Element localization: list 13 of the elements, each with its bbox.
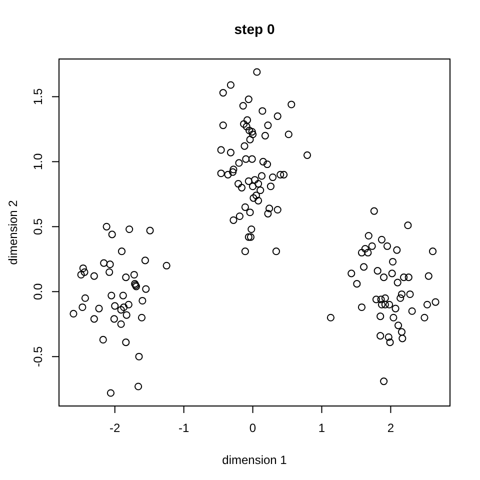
y-tick-label: -0.5 <box>31 346 45 367</box>
y-tick-label: 0.0 <box>31 282 45 300</box>
x-tick-label: -1 <box>178 421 190 435</box>
y-tick-label: 0.5 <box>31 218 45 235</box>
x-axis-title: dimension 1 <box>222 453 288 467</box>
y-axis-title: dimension 2 <box>6 200 20 265</box>
x-tick-label: 1 <box>318 421 326 435</box>
y-tick-label: 1.0 <box>31 153 45 170</box>
y-tick-label: 1.5 <box>31 88 45 106</box>
x-tick-label: -2 <box>110 421 121 435</box>
chart-title: step 0 <box>234 21 275 37</box>
x-tick-label: 0 <box>249 421 256 435</box>
x-tick-label: 2 <box>387 421 394 435</box>
